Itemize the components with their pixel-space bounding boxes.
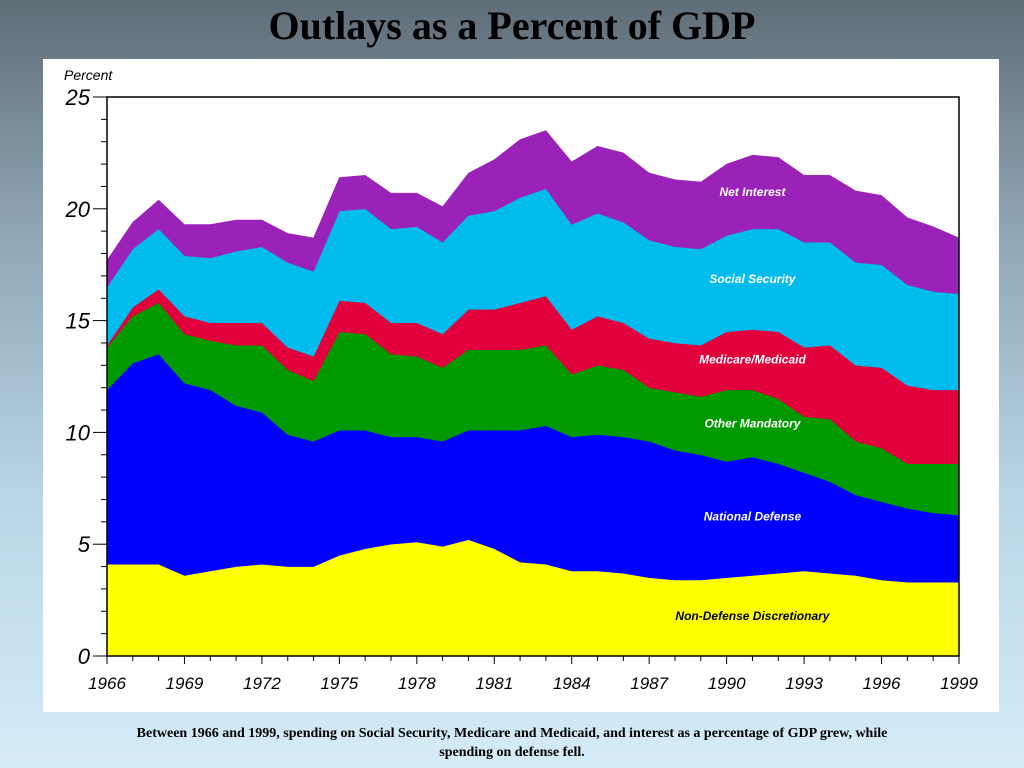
x-tick-label: 1987 bbox=[630, 674, 668, 693]
y-tick-label: 20 bbox=[65, 197, 91, 222]
slide-caption: Between 1966 and 1999, spending on Socia… bbox=[136, 726, 888, 760]
chart-panel: Percent Non-Defense Discretionary Nationa… bbox=[43, 59, 999, 712]
x-tick-label: 1999 bbox=[940, 674, 978, 693]
x-tick-label: 1966 bbox=[88, 674, 126, 693]
x-tick-label: 1969 bbox=[166, 674, 204, 693]
x-tick-label: 1993 bbox=[785, 674, 823, 693]
y-tick-label: 10 bbox=[66, 420, 91, 445]
series-label: Non-Defense Discretionary bbox=[675, 609, 830, 623]
stacked-area-chart: Percent Non-Defense Discretionary Nationa… bbox=[64, 67, 979, 693]
y-tick-label: 0 bbox=[78, 644, 91, 669]
x-tick-label: 1975 bbox=[320, 674, 358, 693]
x-tick-label: 1996 bbox=[863, 674, 901, 693]
slide-title: Outlays as a Percent of GDP bbox=[268, 3, 756, 48]
x-tick-label: 1978 bbox=[398, 674, 436, 693]
y-tick-label: 15 bbox=[66, 309, 91, 334]
series-label: Medicare/Medicaid bbox=[699, 353, 806, 367]
x-tick-label: 1972 bbox=[243, 674, 281, 693]
x-tick-label: 1984 bbox=[553, 674, 591, 693]
series-label: National Defense bbox=[704, 509, 802, 523]
x-tick-label: 1981 bbox=[475, 674, 513, 693]
axes-layer: 0 5 10 15 20 25 1966 1969 1972 1975 1978 1981 1984 19… bbox=[65, 85, 979, 693]
areas-layer bbox=[106, 130, 960, 657]
series-label: Social Security bbox=[709, 272, 796, 286]
y-axis-label: Percent bbox=[64, 67, 113, 83]
series-label: Net Interest bbox=[719, 185, 786, 199]
y-tick-label: 25 bbox=[65, 85, 91, 110]
plot-frame bbox=[106, 96, 960, 657]
series-label: Other Mandatory bbox=[704, 416, 801, 430]
x-tick-label: 1990 bbox=[708, 674, 746, 693]
y-tick-label: 5 bbox=[78, 532, 91, 557]
series-labels-layer: Non-Defense Discretionary National Defens… bbox=[675, 185, 830, 623]
